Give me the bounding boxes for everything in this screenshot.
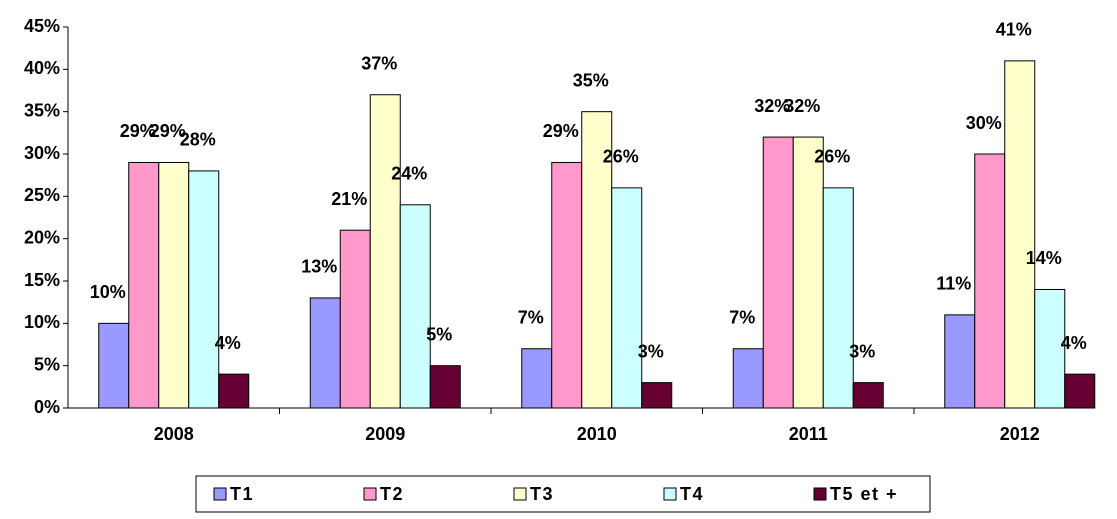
bar [1064,373,1096,409]
legend-swatch [663,487,677,501]
bar [399,204,431,409]
value-label: 3% [849,341,875,361]
legend-label: T3 [530,484,554,504]
y-tick-label: 35% [24,100,60,120]
x-tick-label: 2008 [154,424,194,444]
legend-swatch [813,487,827,501]
value-label: 30% [966,113,1002,133]
bar [218,373,250,409]
bar [369,94,401,409]
bar [944,314,976,409]
value-label: 26% [603,147,639,167]
value-label: 7% [729,307,755,327]
x-tick-label: 2011 [789,424,828,444]
value-label: 14% [1026,248,1062,268]
value-label: 28% [180,130,216,150]
bar [611,187,643,409]
bar [339,229,371,409]
x-tick-label: 2010 [577,424,617,444]
value-label: 41% [996,20,1032,40]
legend-swatch [213,487,227,501]
bar [852,382,884,409]
bar [128,161,160,409]
value-label: 13% [301,257,337,277]
bar [641,382,673,409]
value-label: 29% [120,121,156,141]
bar [188,170,220,409]
legend-swatch [513,487,527,501]
value-label: 24% [391,164,427,184]
bar [158,161,190,409]
bar [822,187,854,409]
y-tick-label: 40% [24,58,60,78]
x-tick-label: 2009 [365,424,405,444]
value-label: 4% [215,333,241,353]
legend-swatch [363,487,377,501]
bar [732,348,764,409]
bar [521,348,553,409]
y-tick-label: 25% [24,185,60,205]
bar [1004,60,1036,409]
bar [551,161,583,409]
legend-label: T4 [680,484,704,504]
legend-label: T5 et + [830,484,898,504]
bar [1034,288,1066,409]
value-label: 26% [814,147,850,167]
value-label: 35% [573,70,609,90]
bar [762,136,794,409]
value-label: 7% [518,307,544,327]
value-label: 10% [90,282,126,302]
y-tick-label: 20% [24,227,60,247]
value-label: 29% [543,121,579,141]
x-tick-label: 2012 [1000,424,1040,444]
value-label: 4% [1061,333,1087,353]
value-label: 21% [331,189,367,209]
legend-box [195,475,931,513]
y-tick-label: 0% [34,397,60,417]
value-label: 32% [784,96,820,116]
legend-label: T1 [230,484,254,504]
bar [974,153,1006,409]
value-label: 32% [754,96,790,116]
value-label: 3% [638,341,664,361]
bar [792,136,824,409]
value-label: 11% [936,274,971,294]
y-tick-label: 45% [24,16,60,36]
bar [429,365,461,409]
bar [309,297,341,409]
y-tick-label: 10% [24,312,60,332]
value-label: 37% [361,53,397,73]
value-label: 29% [150,121,186,141]
y-tick-label: 30% [24,143,60,163]
legend-label: T2 [380,484,404,504]
y-tick-label: 15% [24,270,60,290]
bar [98,322,130,409]
value-label: 5% [426,324,452,344]
y-tick-label: 5% [34,354,60,374]
